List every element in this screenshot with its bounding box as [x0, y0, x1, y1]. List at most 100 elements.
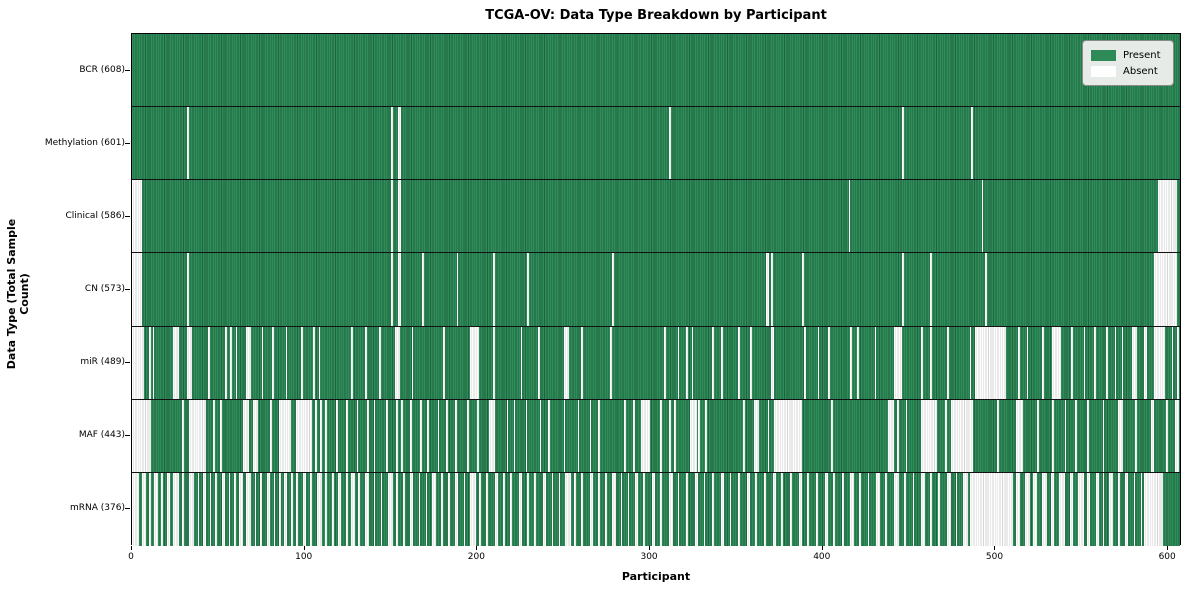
absent-stripe — [270, 399, 272, 472]
absent-stripe — [888, 399, 894, 472]
absent-stripe — [1154, 326, 1165, 399]
absent-stripe — [558, 472, 561, 546]
absent-stripe — [624, 399, 626, 472]
y-tick-label-miR: miR (489) — [80, 357, 125, 368]
absent-stripe — [669, 399, 671, 472]
absent-stripe — [233, 472, 236, 546]
absent-stripe — [581, 326, 583, 399]
absent-stripe — [513, 399, 516, 472]
x-tick-mark — [476, 546, 478, 550]
absent-stripe — [817, 326, 820, 399]
absent-stripe — [534, 472, 537, 546]
absent-stripe — [290, 472, 293, 546]
absent-stripe — [947, 472, 951, 546]
absent-stripe — [1171, 326, 1174, 399]
absent-stripe — [346, 399, 348, 472]
absent-stripe — [563, 326, 569, 399]
absent-stripe — [1083, 326, 1086, 399]
absent-stripe — [221, 472, 226, 546]
absent-stripe — [182, 399, 184, 472]
absent-stripe — [1087, 399, 1089, 472]
absent-stripe — [589, 472, 594, 546]
y-tick-mark — [125, 435, 130, 437]
absent-stripe — [669, 107, 671, 180]
absent-stripe — [285, 326, 288, 399]
absent-stripe — [309, 472, 312, 546]
absent-stripe — [132, 180, 143, 253]
absent-stripe — [746, 472, 751, 546]
x-tick-mark — [994, 546, 996, 550]
absent-stripe — [442, 326, 445, 399]
absent-stripe — [643, 472, 645, 546]
absent-stripe — [827, 326, 830, 399]
absent-stripe — [902, 253, 904, 326]
absent-stripe — [874, 326, 877, 399]
absent-stripe — [1109, 472, 1113, 546]
absent-stripe — [945, 399, 948, 472]
present-swatch-icon — [1091, 49, 1116, 61]
y-tick-mark — [125, 289, 130, 290]
absent-stripe — [396, 472, 398, 546]
absent-stripe — [669, 472, 673, 546]
absent-stripe — [1095, 472, 1100, 546]
x-tick-label-500: 500 — [985, 552, 1004, 562]
absent-stripe — [278, 472, 281, 546]
absent-stripe — [432, 472, 436, 546]
y-tick-label-Clinical: Clinical (586) — [65, 210, 125, 221]
absent-stripe — [320, 399, 322, 472]
plot-area — [131, 33, 1181, 546]
y-tick-mark — [125, 142, 130, 144]
x-tick-mark — [649, 546, 651, 550]
absent-stripe — [477, 399, 480, 472]
y-tick-mark — [125, 508, 130, 510]
absent-stripe — [850, 472, 854, 546]
absent-stripe — [833, 472, 835, 546]
absent-stripe — [563, 399, 566, 472]
absent-stripe — [230, 326, 233, 399]
absent-stripe — [132, 326, 145, 399]
absent-stripe — [132, 472, 139, 546]
absent-stripe — [1042, 472, 1048, 546]
y-tick-label-MAF: MAF (443) — [78, 430, 125, 441]
absent-stripe — [1131, 326, 1138, 399]
absent-stripe — [689, 399, 697, 472]
absent-stripe — [712, 472, 714, 546]
absent-stripe — [598, 399, 600, 472]
absent-stripe — [492, 253, 495, 326]
absent-stripe — [660, 472, 663, 546]
heatmap-row-Clinical — [132, 180, 1180, 254]
absent-stripe — [301, 326, 303, 399]
absent-stripe — [627, 472, 630, 546]
absent-stripe — [337, 472, 341, 546]
absent-stripe — [411, 326, 414, 399]
y-tick-mark — [125, 215, 130, 217]
absent-stripe — [332, 472, 335, 546]
absent-stripe — [188, 472, 195, 546]
absent-stripe — [467, 399, 469, 472]
absent-stripe — [187, 107, 189, 180]
absent-stripe — [686, 326, 689, 399]
absent-stripe — [753, 399, 759, 472]
absent-stripe — [187, 326, 193, 399]
y-tick-mark — [125, 69, 130, 71]
absent-stripe — [997, 399, 999, 472]
absent-stripe — [755, 472, 758, 546]
absent-stripe — [1078, 472, 1084, 546]
absent-stripe — [677, 326, 680, 399]
absent-stripe — [705, 399, 708, 472]
absent-stripe — [202, 472, 207, 546]
absent-stripe — [261, 326, 264, 399]
absent-stripe — [1118, 399, 1124, 472]
absent-stripe — [161, 472, 164, 546]
absent-stripe — [767, 399, 770, 472]
absent-stripe — [518, 472, 523, 546]
absent-stripe — [266, 472, 271, 546]
absent-stripe — [283, 472, 288, 546]
absent-stripe — [313, 326, 316, 399]
legend-entry-absent: Absent — [1091, 63, 1165, 79]
legend-present-label: Present — [1123, 49, 1161, 61]
absent-stripe — [132, 253, 143, 326]
absent-stripe — [316, 472, 322, 546]
absent-stripe — [335, 399, 338, 472]
absent-stripe — [903, 472, 906, 546]
